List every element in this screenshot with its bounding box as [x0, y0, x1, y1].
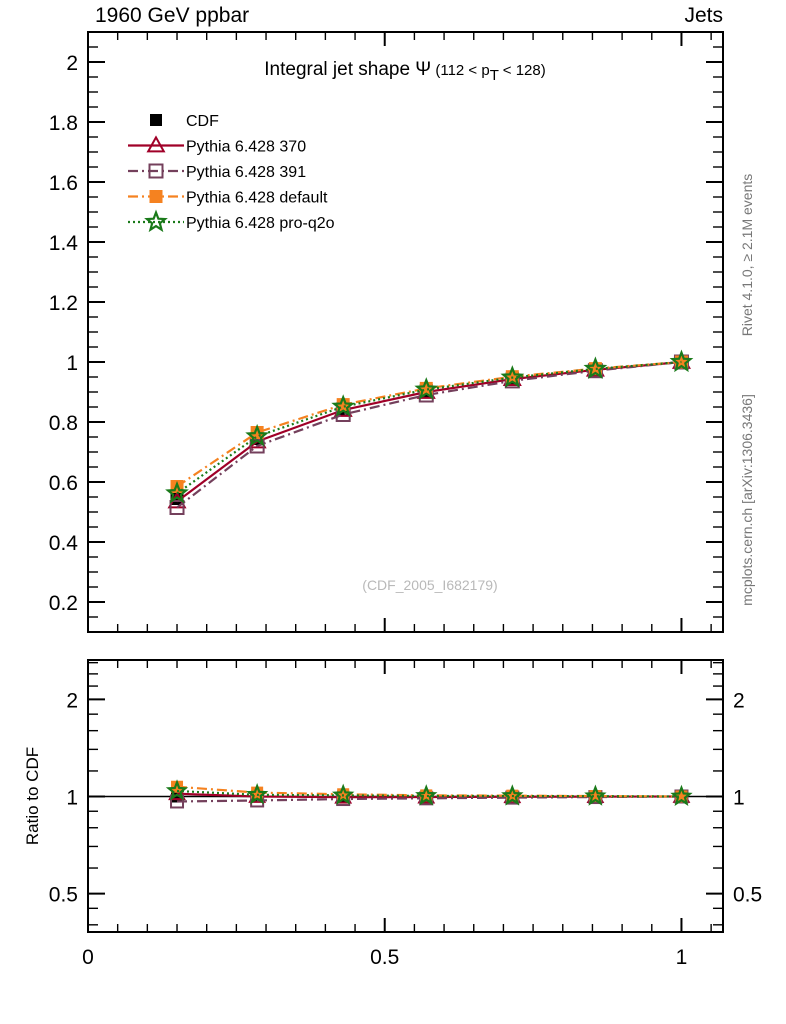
ratio-ytick-label-right: 2: [733, 689, 745, 712]
side-label-mcplots: mcplots.cern.ch [arXiv:1306.3436]: [739, 394, 755, 606]
legend-entry-pythia-6-428-pro-q2o[interactable]: Pythia 6.428 pro-q2o: [128, 209, 335, 233]
data-marker: [171, 780, 184, 793]
series-line: [176, 360, 682, 488]
data-marker: [415, 784, 438, 806]
side-label-rivet: Rivet 4.1.0, ≥ 2.1M events: [739, 174, 755, 337]
main-ytick-label: 0.4: [49, 532, 79, 555]
data-marker: [165, 779, 189, 801]
data-marker: [584, 784, 607, 806]
data-marker: [146, 135, 166, 153]
data-marker: [245, 423, 270, 447]
watermark-text: (CDF_2005_I682179): [362, 577, 497, 593]
ratio-ytick-label: 0.5: [49, 884, 78, 907]
data-marker: [583, 356, 608, 380]
series-pythia-6-428-pro-q2o: [165, 349, 694, 504]
data-marker: [501, 784, 524, 806]
data-marker: [670, 784, 693, 807]
data-marker: [251, 786, 264, 799]
data-marker: [414, 377, 439, 400]
legend-entry-pythia-6-428-default[interactable]: Pythia 6.428 default: [128, 190, 328, 207]
header-right: Jets: [684, 4, 723, 27]
ratio-axis-label: Ratio to CDF: [23, 747, 42, 845]
legend-label: CDF: [186, 113, 219, 130]
data-marker: [169, 500, 185, 515]
main-ytick-label: 1: [66, 352, 78, 375]
main-ytick-label: 0.6: [49, 472, 78, 495]
main-ytick-label: 0.2: [49, 592, 78, 615]
data-marker: [144, 209, 168, 233]
data-marker: [331, 394, 356, 417]
ratio-ytick-label-right: 1: [733, 786, 745, 809]
data-marker: [245, 783, 269, 805]
data-marker: [500, 365, 525, 388]
data-marker: [165, 480, 189, 504]
ratio-xtick-label: 1: [676, 946, 688, 969]
legend-label: Pythia 6.428 391: [186, 164, 306, 181]
data-marker: [669, 349, 694, 373]
header-left: 1960 GeV ppbar: [95, 4, 249, 27]
legend-label: Pythia 6.428 default: [186, 190, 328, 207]
ratio-ytick-label-right: 0.5: [733, 884, 762, 907]
series-pythia-6-428-default: [170, 355, 688, 493]
legend-entry-pythia-6-428-370[interactable]: Pythia 6.428 370: [128, 135, 306, 156]
series-pythia-6-428-pro-q2o: [165, 779, 693, 807]
main-ytick-label: 1.8: [49, 112, 78, 135]
main-ytick-label: 2: [66, 52, 78, 75]
legend-entry-cdf[interactable]: CDF: [150, 113, 219, 130]
main-ytick-label: 1.2: [49, 292, 78, 315]
ratio-xtick-label: 0.5: [370, 946, 399, 969]
ratio-xtick-label: 0: [82, 946, 94, 969]
main-ytick-label: 1.4: [49, 232, 79, 255]
series-line: [176, 789, 682, 798]
ratio-ytick-label: 1: [66, 786, 78, 809]
legend-label: Pythia 6.428 370: [186, 139, 306, 156]
data-marker: [148, 163, 164, 179]
legend-label: Pythia 6.428 pro-q2o: [186, 215, 335, 232]
series-pythia-6-428-370: [167, 351, 691, 509]
main-ytick-label: 1.6: [49, 172, 78, 195]
main-plot-frame: [87, 31, 724, 633]
plot-title: Integral jet shape Ψ (112 < pT < 128): [264, 59, 545, 84]
data-marker: [150, 114, 162, 126]
data-marker: [149, 190, 163, 203]
main-ytick-label: 0.8: [49, 412, 78, 435]
series-cdf: [170, 355, 688, 505]
data-marker: [331, 783, 355, 805]
legend-entry-pythia-6-428-391[interactable]: Pythia 6.428 391: [128, 163, 306, 181]
ratio-ytick-label: 2: [66, 689, 78, 712]
